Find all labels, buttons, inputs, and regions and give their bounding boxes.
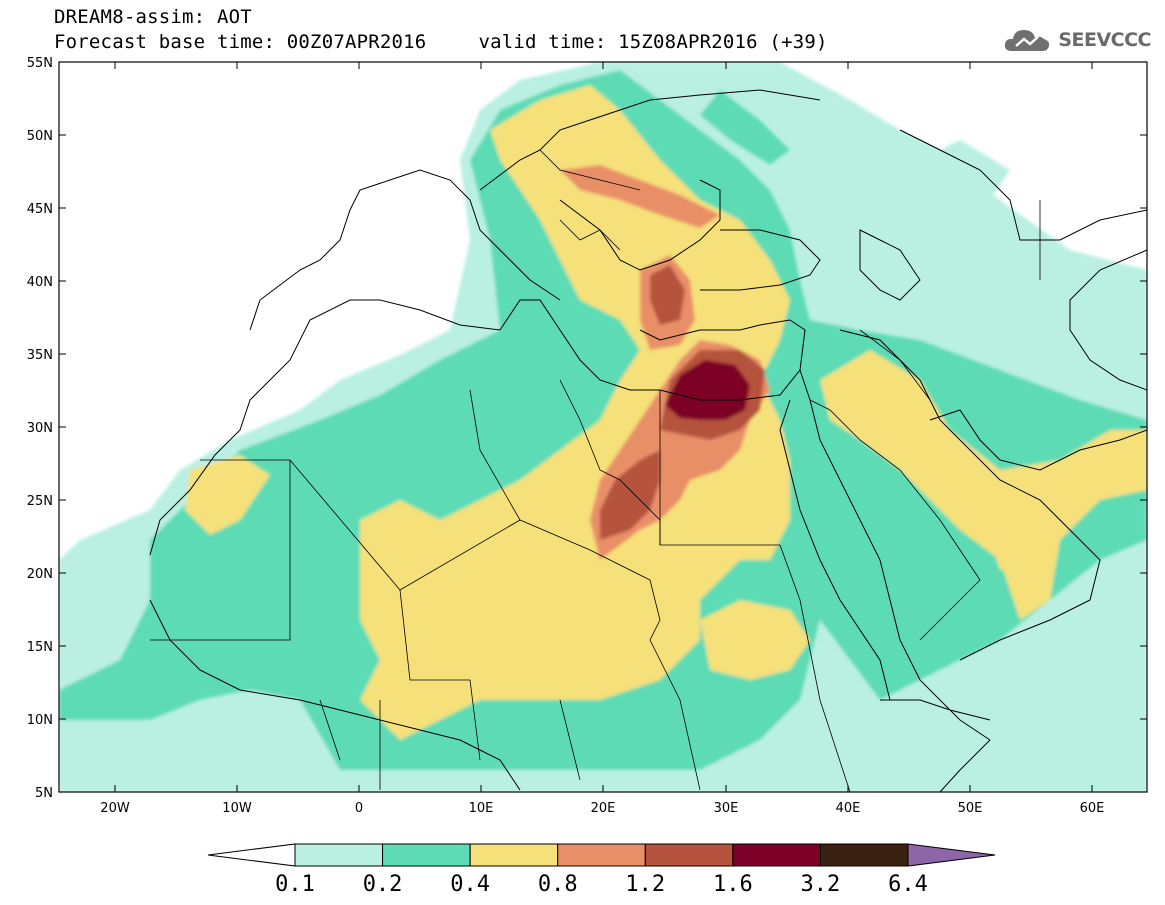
colorbar-label: 0.4: [450, 872, 491, 897]
lon-label: 10E: [469, 801, 494, 816]
lon-label: 20W: [100, 801, 130, 816]
aot-field-0.4-0.8c: [820, 350, 1147, 620]
aot-fields: [59, 62, 1147, 792]
aot-field-1.6-3.2: [665, 360, 750, 420]
logo-text: SEEVCCC: [1058, 29, 1151, 51]
colorbar-swatch: [469, 843, 559, 867]
lat-label: 50N: [27, 129, 53, 144]
aot-field-0.4-0.8d: [700, 600, 810, 680]
colorbar-swatch: [557, 843, 646, 867]
aot-field-0.8-1.2b: [560, 165, 720, 228]
colorbar-label: 0.8: [537, 872, 578, 897]
lat-labels: 55N 50N 45N 40N 35N 30N 25N 20N 15N 10N …: [27, 56, 53, 801]
political-borders: [150, 149, 1041, 792]
lat-label: 25N: [27, 494, 53, 509]
cloud-icon: [1005, 30, 1050, 51]
lon-label: 0: [355, 801, 363, 816]
lat-label: 5N: [35, 786, 53, 801]
lon-label: 30E: [714, 801, 739, 816]
aot-field-0.4-0.8: [185, 455, 270, 535]
aot-field-0.1-0.2b: [880, 140, 1010, 215]
lon-label: 60E: [1080, 801, 1105, 816]
colorbar-label: 0.1: [275, 872, 315, 897]
colorbar-swatch: [819, 843, 909, 867]
colorbar-label: 1.2: [625, 872, 666, 897]
lon-axis: [114, 62, 1093, 792]
aot-field-0.2-0.4b: [700, 90, 790, 165]
colorbar-cap-high: [907, 843, 996, 867]
lon-label: 10W: [222, 801, 252, 816]
aot-field-1.2-1.6c: [650, 265, 685, 325]
valid-time: valid time: 15Z08APR2016 (+39): [478, 31, 828, 53]
colorbar-label: 3.2: [800, 872, 841, 897]
lat-label: 40N: [27, 275, 53, 290]
lon-label: 20E: [591, 801, 616, 816]
lat-label: 20N: [27, 567, 53, 582]
lon-labels: 20W 10W 0 10E 20E 30E 40E 50E 60E: [100, 801, 1104, 816]
colorbar-swatch: [644, 843, 734, 867]
coastlines: [149, 89, 1147, 792]
lon-label: 40E: [836, 801, 861, 816]
colorbar-cap-low: [207, 843, 296, 867]
base-time: Forecast base time: 00Z07APR2016: [54, 31, 427, 53]
lat-axis: [59, 134, 1147, 720]
colorbar-label: 1.6: [712, 872, 753, 897]
colorbar-swatch: [732, 843, 821, 867]
map-title: DREAM8-assim: AOT: [54, 6, 252, 28]
colorbar-label: 6.4: [888, 872, 928, 897]
colorbar-swatch: [294, 843, 384, 867]
colorbar-swatch: [382, 843, 471, 867]
lat-label: 55N: [27, 56, 53, 71]
forecast-times: Forecast base time: 00Z07APR2016 valid ti…: [54, 31, 828, 53]
colorbar: [207, 843, 996, 867]
aot-field-0.4-0.8e: [990, 520, 1060, 570]
aot-field-1.2-1.6: [600, 450, 660, 540]
lat-label: 35N: [27, 348, 53, 363]
lat-label: 45N: [27, 202, 53, 217]
lon-label: 50E: [958, 801, 983, 816]
colorbar-label: 0.2: [362, 872, 403, 897]
lat-label: 30N: [27, 421, 53, 436]
lat-label: 10N: [27, 713, 53, 728]
lat-label: 15N: [27, 640, 53, 655]
seevccc-logo: SEEVCCC: [1002, 25, 1151, 55]
aot-field-0.4-0.8b: [360, 85, 790, 740]
